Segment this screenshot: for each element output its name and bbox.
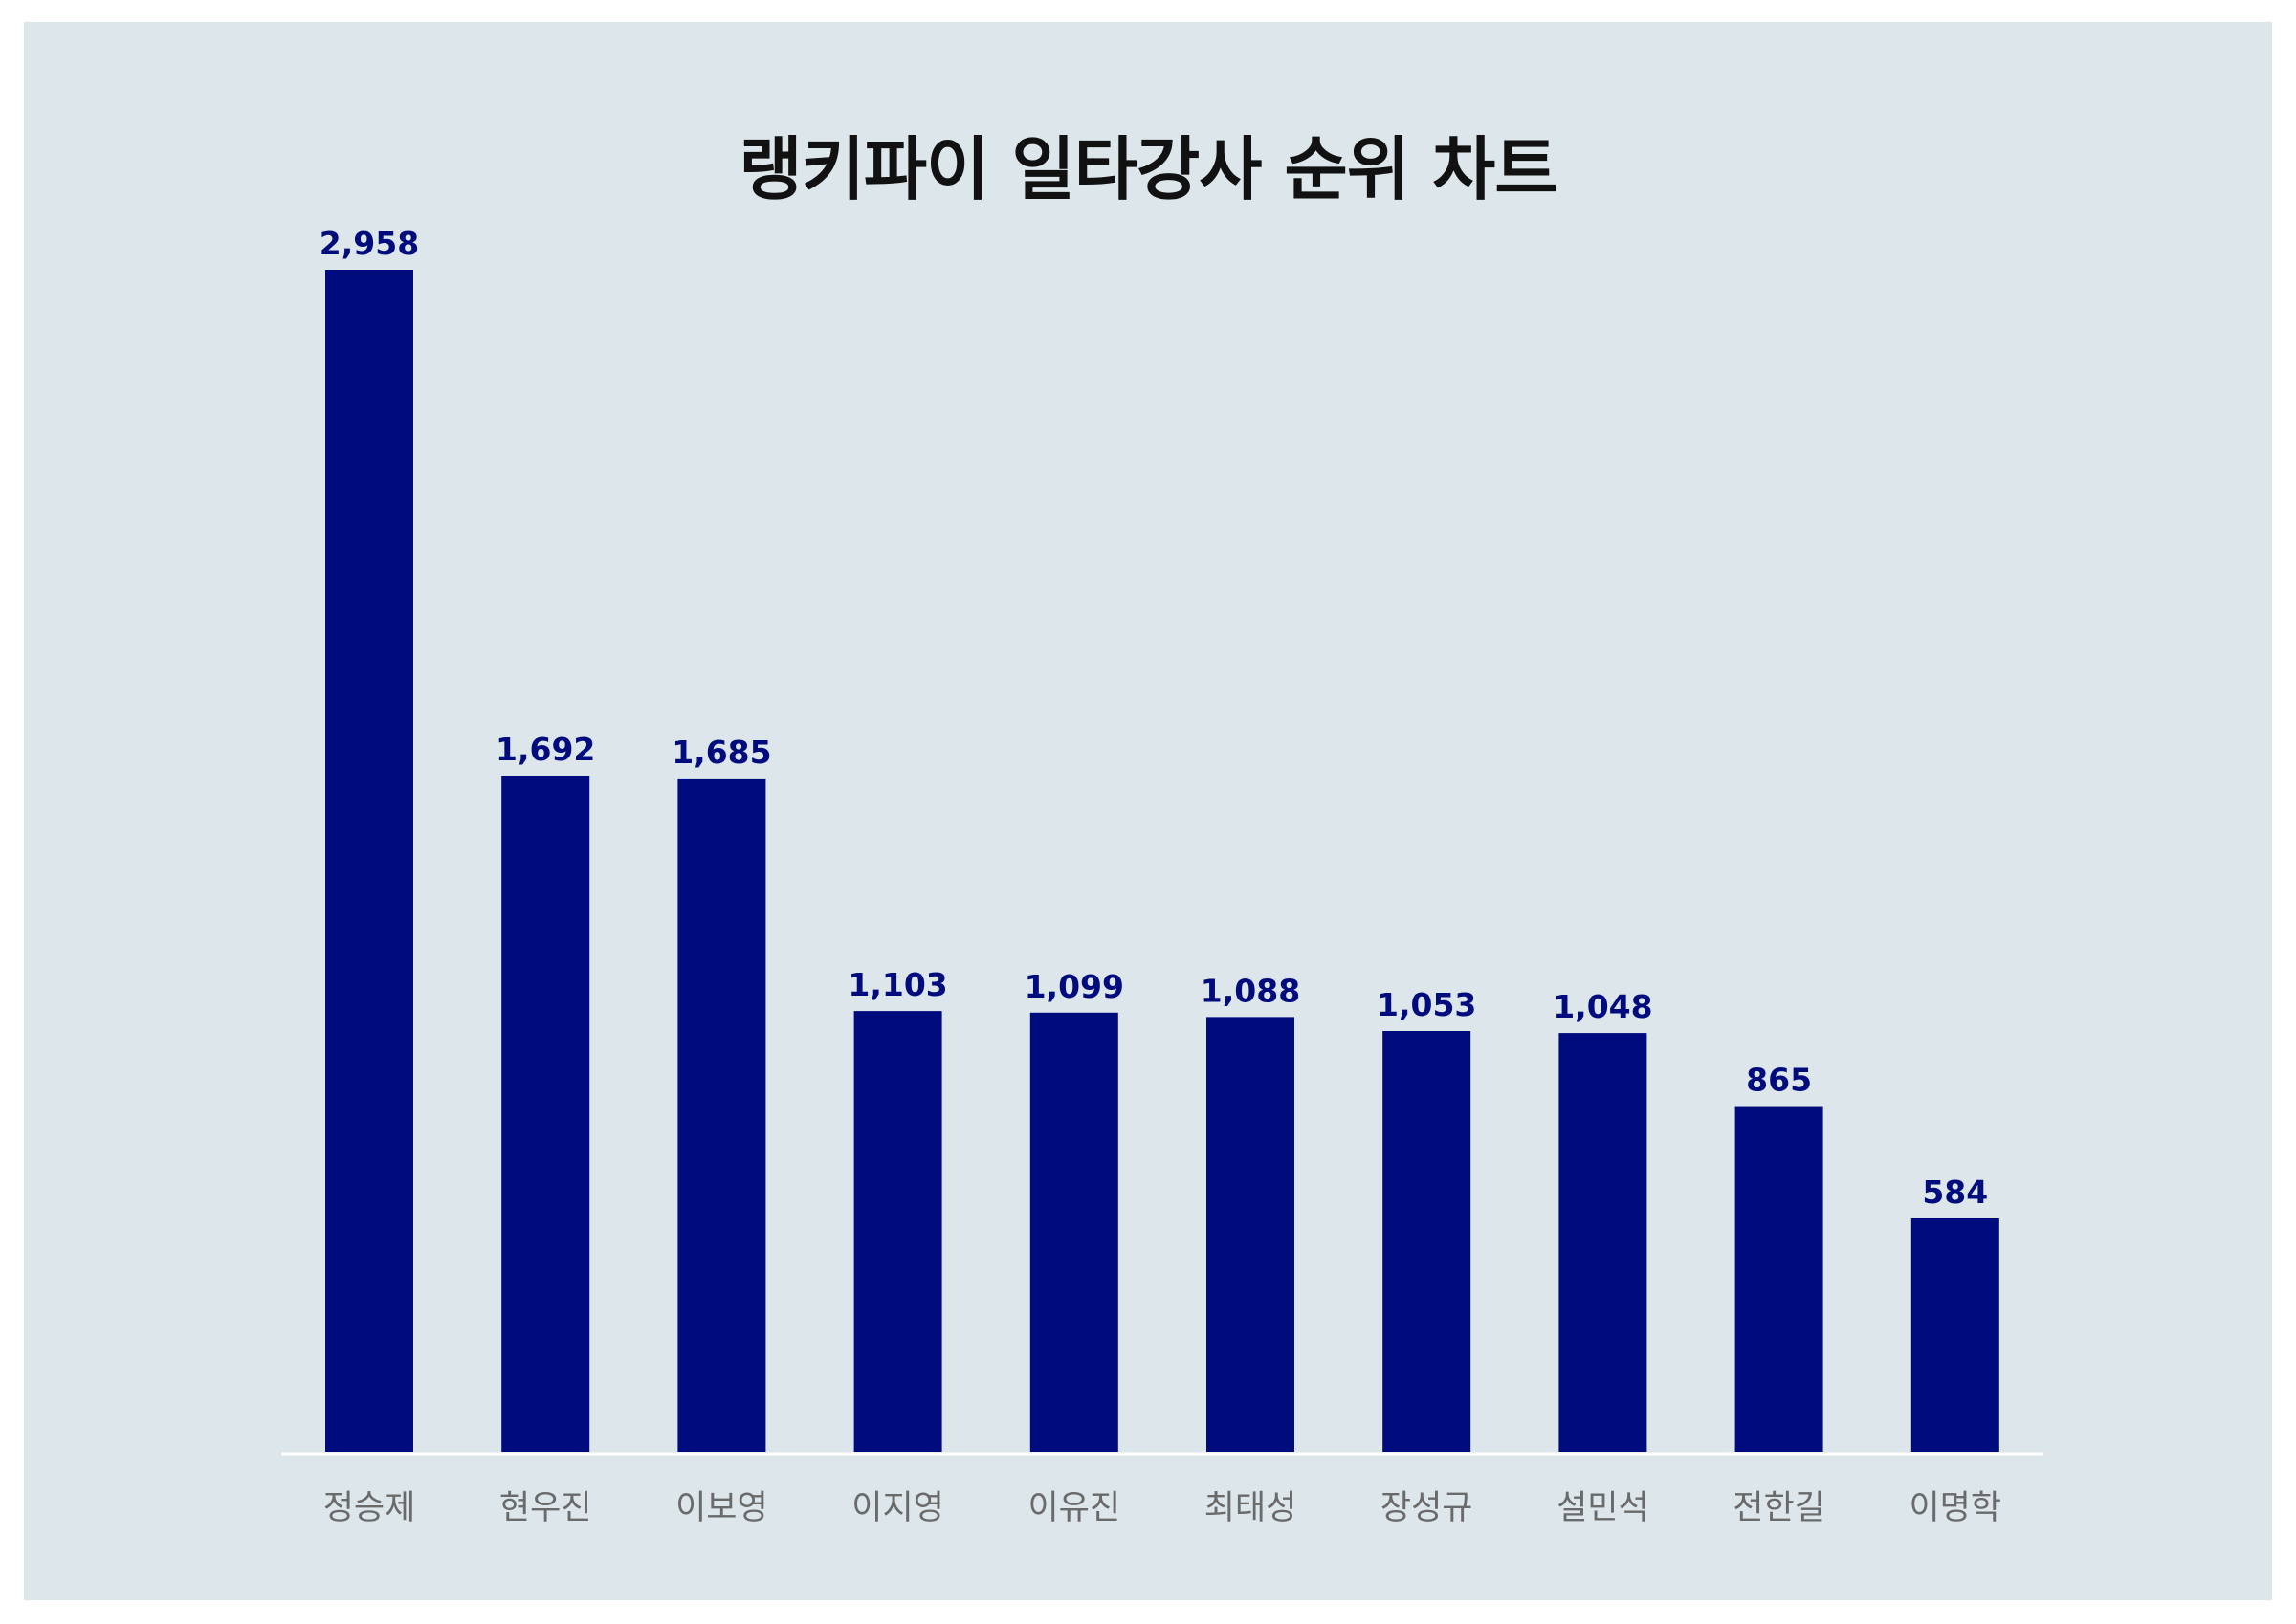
category-label: 정승제 bbox=[323, 1489, 416, 1527]
category-label: 전한길 bbox=[1733, 1489, 1825, 1527]
category-label: 현우진 bbox=[499, 1489, 592, 1527]
category-label: 이명학 bbox=[1909, 1489, 2001, 1527]
category-label: 이유진 bbox=[1027, 1489, 1120, 1527]
value-label: 1,088 bbox=[1201, 972, 1300, 1009]
bar bbox=[501, 775, 590, 1452]
value-label: 1,692 bbox=[496, 731, 595, 768]
bar bbox=[1206, 1017, 1294, 1452]
category-label: 설민석 bbox=[1556, 1489, 1649, 1527]
bar bbox=[325, 270, 413, 1452]
chart-title: 랭키파이 일타강사 순위 차트 bbox=[739, 129, 1557, 209]
bar bbox=[1029, 1012, 1118, 1452]
bar bbox=[677, 778, 766, 1452]
value-label: 584 bbox=[1922, 1174, 1988, 1211]
value-label: 865 bbox=[1746, 1062, 1812, 1099]
bar bbox=[853, 1011, 942, 1452]
value-label: 1,685 bbox=[672, 734, 771, 771]
value-label: 2,958 bbox=[320, 225, 419, 262]
value-label: 1,053 bbox=[1377, 986, 1476, 1023]
bar bbox=[1910, 1218, 1999, 1452]
bar bbox=[1734, 1106, 1823, 1452]
value-label: 1,103 bbox=[848, 966, 947, 1003]
value-label: 1,099 bbox=[1025, 968, 1124, 1005]
category-label: 이보영 bbox=[675, 1489, 768, 1527]
category-label: 장성규 bbox=[1380, 1489, 1473, 1527]
bar bbox=[1558, 1033, 1647, 1452]
category-label: 이지영 bbox=[851, 1489, 944, 1527]
category-label: 최태성 bbox=[1204, 1489, 1297, 1527]
value-label: 1,048 bbox=[1553, 988, 1652, 1025]
bar bbox=[1382, 1031, 1471, 1452]
